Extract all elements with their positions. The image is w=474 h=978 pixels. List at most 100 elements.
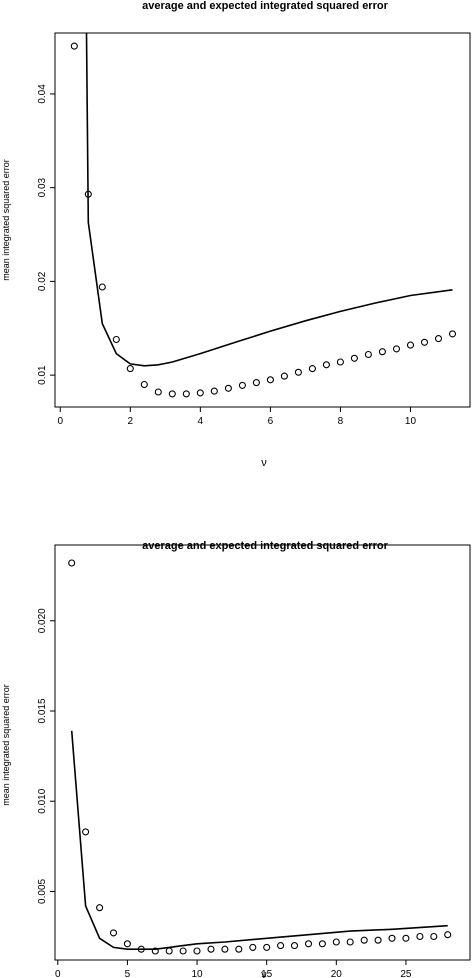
expected-error-line	[85, 33, 453, 367]
average-error-point	[308, 365, 316, 373]
average-error-point	[109, 929, 118, 937]
chart-title-2: average and expected integrated squared …	[142, 540, 388, 552]
average-error-point	[112, 335, 120, 344]
x-tick-label: 4	[198, 416, 204, 427]
y-tick-label: 0.020	[37, 608, 48, 633]
average-error-point	[140, 380, 148, 389]
average-error-point	[182, 390, 190, 398]
average-error-point	[374, 936, 382, 944]
y-tick-label: 0.03	[37, 177, 48, 197]
y-tick-label-group: 0.02	[37, 271, 48, 291]
average-error-point	[235, 945, 243, 953]
y-tick-label: 0.015	[37, 698, 48, 723]
average-error-point	[332, 938, 340, 946]
chart-panel-1: average and expected integrated squared …	[1, 0, 471, 469]
average-error-point	[294, 368, 302, 376]
average-error-point	[444, 931, 452, 939]
y-tick-label: 0.010	[37, 788, 48, 813]
x-tick-label: 25	[400, 969, 412, 978]
x-tick-label: 10	[191, 969, 203, 978]
average-error-point	[98, 283, 106, 291]
average-error-point	[193, 947, 201, 955]
average-error-point	[277, 942, 285, 950]
average-error-point	[123, 940, 131, 948]
average-error-point	[336, 358, 344, 366]
chart-panel-2: average and expected integrated squared …	[1, 540, 471, 978]
average-error-point	[168, 390, 176, 398]
average-error-point	[420, 338, 429, 346]
average-error-point	[378, 348, 386, 356]
average-error-point	[266, 376, 274, 384]
x-tick-label: 6	[268, 416, 274, 427]
plot-marks-2	[68, 559, 452, 955]
average-error-point	[238, 381, 246, 389]
y-tick-label-group: 0.03	[37, 177, 48, 197]
average-error-point	[434, 335, 443, 343]
x-tick-label: 0	[55, 969, 61, 978]
average-error-point	[96, 904, 104, 912]
x-tick-label: 20	[331, 969, 343, 978]
svg-text:mean integrated squared error: mean integrated squared error	[1, 159, 11, 281]
plot-frame-2	[54, 544, 471, 961]
average-error-point	[137, 945, 145, 953]
average-error-point	[151, 947, 159, 955]
average-error-point	[126, 365, 134, 373]
x-tick-label: 5	[125, 969, 131, 978]
average-error-point	[430, 932, 438, 941]
y-tick-label: 0.01	[37, 365, 48, 385]
average-error-point	[224, 384, 232, 392]
average-error-point	[263, 943, 271, 951]
x-ticks-1: 0 2 4 6 8 10	[57, 407, 416, 427]
y-tick-label-group: 0.005	[37, 878, 48, 903]
average-error-point	[346, 938, 354, 946]
x-tick-label: 0	[57, 416, 63, 427]
plot-frame-1	[54, 32, 471, 408]
average-error-point	[221, 945, 229, 953]
x-tick-label: 15	[261, 969, 273, 978]
average-error-point	[318, 940, 326, 948]
average-error-point	[406, 341, 415, 349]
y-tick-label-group: 0.04	[37, 84, 48, 104]
average-error-point	[448, 330, 457, 338]
average-error-point	[68, 559, 76, 567]
average-error-point	[364, 350, 372, 359]
average-error-point	[304, 940, 313, 948]
average-error-point	[84, 190, 92, 198]
y-tick-label: 0.04	[37, 84, 48, 104]
x-ticks-2: 0 5 10 15 20 25	[55, 960, 412, 978]
svg-text:mean integrated squared error: mean integrated squared error	[1, 684, 11, 806]
average-error-point	[154, 388, 162, 396]
y-ticks-2: 0.005 0.010 0.015 0.020	[37, 608, 55, 904]
average-error-point	[82, 828, 90, 836]
plot-marks-1	[70, 33, 457, 398]
expected-error-line	[70, 730, 448, 951]
average-error-point	[350, 354, 358, 362]
x-axis-label-2: ν	[261, 969, 267, 978]
average-error-point	[416, 932, 424, 941]
average-error-point	[179, 947, 187, 955]
average-error-point	[70, 42, 78, 50]
average-error-point	[280, 372, 288, 380]
x-tick-label: 8	[338, 416, 344, 427]
average-error-point	[165, 947, 173, 955]
y-tick-label: 0.005	[37, 878, 48, 903]
average-error-point	[207, 945, 215, 953]
y-axis-label-2: mean integrated squared error	[1, 684, 11, 806]
average-error-point	[196, 389, 204, 397]
average-error-point	[322, 361, 330, 369]
y-tick-label-group: 0.020	[37, 608, 48, 633]
average-error-point	[388, 934, 396, 942]
x-tick-label: 2	[128, 416, 134, 427]
y-tick-label-group: 0.015	[37, 698, 48, 723]
average-error-point	[210, 387, 218, 395]
y-tick-label-group: 0.01	[37, 365, 48, 385]
y-axis-label-1: mean integrated squared error	[1, 159, 11, 281]
chart-title-1: average and expected integrated squared …	[142, 0, 388, 12]
average-error-point	[290, 942, 299, 950]
average-error-point	[402, 934, 410, 942]
average-error-point	[360, 936, 368, 944]
average-error-point	[249, 943, 257, 951]
average-error-point	[252, 379, 260, 387]
x-axis-label-1: ν	[261, 457, 267, 469]
